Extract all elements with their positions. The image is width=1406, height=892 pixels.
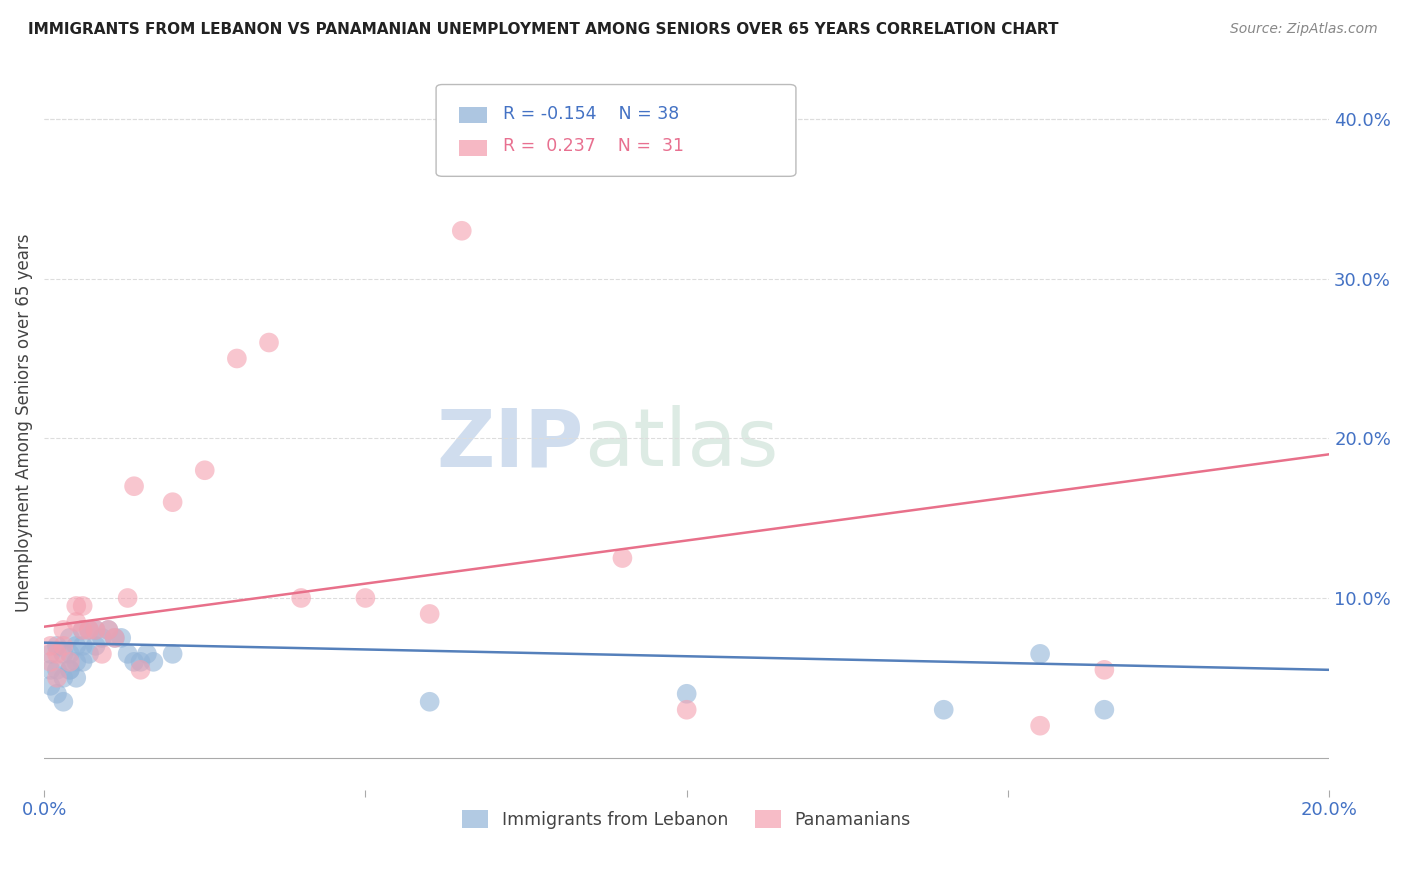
Point [72, 599, 94, 613]
Point [162, 495, 184, 509]
Point [46, 671, 69, 685]
Text: IMMIGRANTS FROM LEBANON VS PANAMANIAN UNEMPLOYMENT AMONG SENIORS OVER 65 YEARS C: IMMIGRANTS FROM LEBANON VS PANAMANIAN UN… [28, 22, 1059, 37]
Point [142, 655, 165, 669]
Point [59, 655, 82, 669]
Point [52, 647, 75, 661]
Point [46, 647, 69, 661]
Point [104, 631, 127, 645]
Point [419, 695, 441, 709]
Point [65, 599, 87, 613]
Point [59, 647, 82, 661]
Point [932, 703, 955, 717]
Point [39, 679, 62, 693]
Point [675, 703, 697, 717]
Point [72, 655, 94, 669]
Text: Source: ZipAtlas.com: Source: ZipAtlas.com [1230, 22, 1378, 37]
Point [91, 631, 114, 645]
Point [52, 623, 75, 637]
Point [46, 639, 69, 653]
Text: R = -0.154    N = 38: R = -0.154 N = 38 [503, 105, 679, 123]
Point [122, 479, 145, 493]
Point [257, 335, 280, 350]
Point [52, 671, 75, 685]
Point [612, 551, 634, 566]
Y-axis label: Unemployment Among Seniors over 65 years: Unemployment Among Seniors over 65 years [15, 233, 32, 612]
Point [84, 623, 107, 637]
Point [1029, 719, 1052, 733]
Point [52, 695, 75, 709]
Point [84, 623, 107, 637]
Point [675, 687, 697, 701]
Point [419, 607, 441, 621]
Point [135, 647, 157, 661]
Point [77, 623, 100, 637]
Text: R =  0.237    N =  31: R = 0.237 N = 31 [503, 137, 683, 155]
Point [1029, 647, 1052, 661]
Point [59, 631, 82, 645]
Point [354, 591, 377, 605]
Point [39, 655, 62, 669]
Point [77, 623, 100, 637]
Point [129, 663, 152, 677]
Point [72, 623, 94, 637]
Point [52, 639, 75, 653]
Point [110, 631, 132, 645]
Text: atlas: atlas [583, 405, 779, 483]
Point [65, 671, 87, 685]
Point [65, 655, 87, 669]
Point [122, 655, 145, 669]
Point [97, 623, 120, 637]
Point [117, 591, 139, 605]
Point [72, 639, 94, 653]
Point [84, 639, 107, 653]
Point [72, 623, 94, 637]
Point [1092, 703, 1115, 717]
Point [194, 463, 217, 477]
Point [1092, 663, 1115, 677]
Point [39, 647, 62, 661]
Point [290, 591, 312, 605]
Point [39, 639, 62, 653]
Point [46, 663, 69, 677]
Point [39, 663, 62, 677]
Legend: Immigrants from Lebanon, Panamanians: Immigrants from Lebanon, Panamanians [456, 804, 918, 836]
Point [77, 647, 100, 661]
Bar [460, 140, 488, 156]
Point [117, 647, 139, 661]
Text: ZIP: ZIP [437, 405, 583, 483]
FancyBboxPatch shape [436, 85, 796, 177]
Point [46, 687, 69, 701]
Point [450, 224, 472, 238]
Point [162, 647, 184, 661]
Point [59, 663, 82, 677]
Point [65, 639, 87, 653]
Point [91, 647, 114, 661]
Point [104, 631, 127, 645]
Point [97, 623, 120, 637]
Point [129, 655, 152, 669]
Point [65, 615, 87, 629]
Point [225, 351, 247, 366]
Point [59, 663, 82, 677]
Bar [460, 107, 488, 123]
